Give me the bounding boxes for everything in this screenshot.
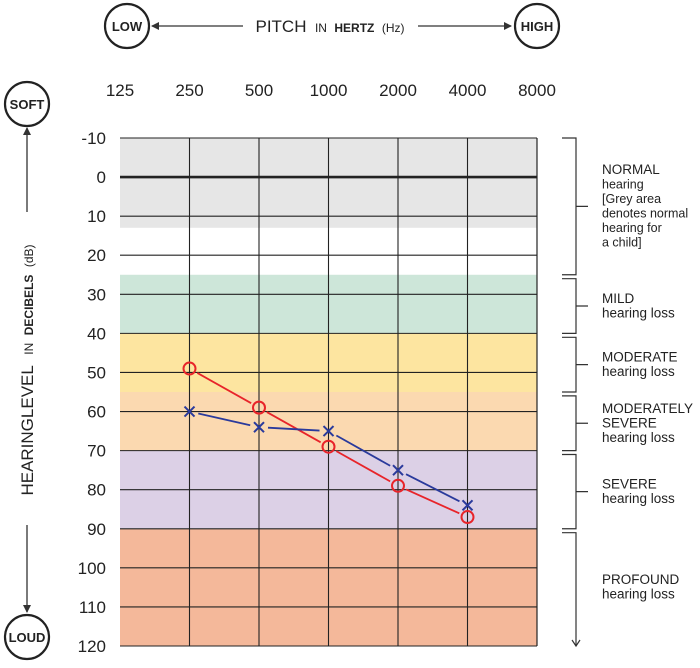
category-2-line-0: MODERATE bbox=[602, 349, 678, 364]
category-0-line-2: [Grey area bbox=[602, 192, 661, 206]
frequency-ticks: 125 250 500 1000 2000 4000 8000 bbox=[106, 81, 556, 100]
soft-label: SOFT bbox=[10, 97, 45, 112]
y-tick-70: 70 bbox=[87, 442, 106, 461]
loud-label: LOUD bbox=[9, 630, 46, 645]
series-0-point-2 bbox=[321, 439, 336, 454]
series-0-segment-3 bbox=[405, 488, 460, 515]
y-tick-110: 110 bbox=[79, 598, 106, 617]
series-0-point-4 bbox=[460, 510, 475, 525]
y-tick-0: 0 bbox=[97, 168, 106, 187]
level-side-label: SOFT LOUD HEARINGLEVEL IN DECIBELS (dB) bbox=[3, 80, 51, 661]
series-1-segment-2 bbox=[335, 434, 391, 467]
series-1-point-4 bbox=[461, 499, 474, 512]
category-brackets bbox=[562, 137, 588, 648]
x-tick-250: 250 bbox=[175, 81, 203, 100]
y-tick-40: 40 bbox=[87, 324, 106, 343]
audiogram-series bbox=[182, 361, 475, 525]
x-tick-500: 500 bbox=[245, 81, 273, 100]
category-0-line-0: NORMAL bbox=[602, 162, 660, 177]
category-0-line-3: denotes normal bbox=[602, 207, 688, 221]
x-tick-4000: 4000 bbox=[449, 81, 487, 100]
category-4-line-0: SEVERE bbox=[602, 476, 657, 491]
category-1-line-1: hearing loss bbox=[602, 305, 675, 320]
y-tick-80: 80 bbox=[87, 481, 106, 500]
chart-grid bbox=[120, 137, 538, 647]
y-tick-30: 30 bbox=[87, 285, 106, 304]
series-1-point-2 bbox=[322, 425, 335, 437]
soft-badge bbox=[3, 80, 51, 128]
x-tick-8000: 8000 bbox=[518, 81, 556, 100]
loud-badge bbox=[3, 613, 51, 661]
high-label: HIGH bbox=[521, 19, 554, 34]
decibel-ticks: -10 0 10 20 30 40 50 60 70 80 90 100 110 120 bbox=[78, 129, 106, 656]
series-0-segment-2 bbox=[335, 450, 391, 483]
series-0-segment-1 bbox=[266, 411, 322, 444]
category-4-line-1: hearing loss bbox=[602, 491, 675, 506]
series-1-segment-1 bbox=[267, 426, 320, 432]
category-0-line-4: hearing for bbox=[602, 221, 662, 235]
series-1-point-3 bbox=[392, 464, 404, 476]
y-tick-120: 120 bbox=[78, 637, 106, 656]
high-badge bbox=[513, 2, 561, 50]
series-1-segment-3 bbox=[405, 473, 460, 503]
pitch-header: LOW HIGH PITCH IN HERTZ (Hz) bbox=[103, 2, 561, 50]
low-badge bbox=[103, 2, 151, 50]
bracket-2 bbox=[562, 336, 588, 393]
y-tick-10: 10 bbox=[87, 207, 106, 226]
category-5-line-1: hearing loss bbox=[602, 587, 675, 602]
x-tick-2000: 2000 bbox=[379, 81, 417, 100]
series-1-point-0 bbox=[183, 405, 196, 418]
y-tick--10: -10 bbox=[81, 129, 106, 148]
bracket-3 bbox=[562, 395, 588, 452]
pitch-label: PITCH IN HERTZ (Hz) bbox=[255, 17, 404, 36]
x-tick-125: 125 bbox=[106, 81, 134, 100]
series-1-point-1 bbox=[253, 421, 265, 433]
y-tick-20: 20 bbox=[87, 246, 106, 265]
bracket-4 bbox=[562, 453, 588, 530]
category-3-line-2: hearing loss bbox=[602, 430, 675, 445]
x-tick-1000: 1000 bbox=[310, 81, 348, 100]
series-0-point-3 bbox=[391, 478, 405, 493]
bracket-1 bbox=[562, 278, 588, 334]
category-0-line-1: hearing bbox=[602, 178, 644, 192]
category-3-line-0: MODERATELY bbox=[602, 401, 693, 416]
category-3-line-1: SEVERE bbox=[602, 415, 657, 430]
level-label: HEARINGLEVEL IN DECIBELS (dB) bbox=[18, 244, 37, 495]
y-tick-90: 90 bbox=[87, 520, 106, 539]
series-0-point-1 bbox=[252, 400, 266, 415]
series-0-segment-0 bbox=[196, 372, 252, 405]
category-1-line-0: MILD bbox=[602, 291, 635, 306]
y-tick-60: 60 bbox=[87, 403, 106, 422]
series-0-point-0 bbox=[182, 361, 197, 376]
low-label: LOW bbox=[112, 19, 143, 34]
category-2-line-1: hearing loss bbox=[602, 364, 675, 379]
bracket-0 bbox=[562, 137, 588, 276]
category-5-line-0: PROFOUND bbox=[602, 572, 680, 587]
y-tick-100: 100 bbox=[78, 559, 106, 578]
y-tick-50: 50 bbox=[87, 363, 106, 382]
category-0-line-5: a child] bbox=[602, 236, 642, 250]
series-1-segment-0 bbox=[198, 412, 251, 427]
bracket-5 bbox=[562, 532, 577, 646]
